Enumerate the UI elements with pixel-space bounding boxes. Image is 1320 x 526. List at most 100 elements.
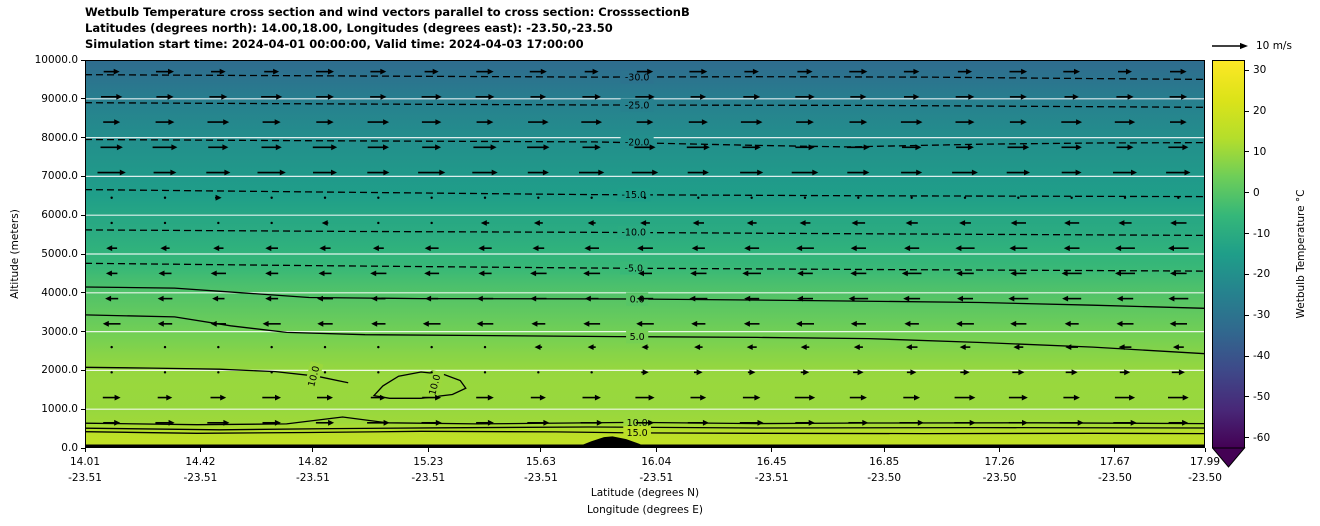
colorbar-tick-mark [1245, 110, 1249, 112]
colorbar-tick-label: -10 [1253, 227, 1271, 240]
x-tick-lon: -23.51 [754, 472, 789, 484]
svg-text:-5.0: -5.0 [625, 263, 644, 274]
x-tick-lat: 14.82 [297, 456, 328, 468]
x-tick-label: 16.85 -23.50 [852, 454, 916, 486]
x-tick-lon: -23.50 [867, 472, 902, 484]
svg-text:0.0: 0.0 [630, 294, 645, 305]
x-tick-label: 17.67 -23.50 [1083, 454, 1147, 486]
x-tick-lon: -23.51 [523, 472, 558, 484]
colorbar-tick-label: -60 [1253, 431, 1271, 444]
x-tick-mark [655, 448, 657, 452]
title-line-1: Wetbulb Temperature cross section and wi… [85, 5, 690, 19]
colorbar-tick-label: 0 [1253, 186, 1260, 199]
x-tick-lat: 17.26 [984, 456, 1015, 468]
quiver-key: 10 m/s [1211, 40, 1292, 52]
colorbar-label: Wetbulb Temperature °C [1295, 189, 1307, 319]
y-tick-label: 0.0 [61, 442, 78, 454]
colorbar-tick-label: -30 [1253, 309, 1271, 322]
svg-text:-25.0: -25.0 [625, 100, 650, 111]
svg-text:-10.0: -10.0 [622, 228, 647, 239]
y-tick-mark [81, 369, 85, 371]
x-tick-label: 14.01 -23.51 [53, 454, 117, 486]
colorbar-tick-mark [1245, 273, 1249, 275]
y-tick-label: 4000.0 [41, 286, 78, 299]
x-tick-mark [999, 448, 1001, 452]
x-tick-lat: 17.67 [1099, 456, 1130, 468]
svg-text:5.0: 5.0 [630, 332, 645, 343]
y-tick-label: 7000.0 [41, 170, 78, 183]
y-tick-mark [81, 447, 85, 449]
x-tick-lon: -23.50 [982, 472, 1017, 484]
x-tick-lon: -23.50 [1188, 472, 1222, 484]
cross-section-plot: -30.0 -25.0 -20.0 -15.0 -10.0 -5.0 0.0 5.0 10.0 1… [85, 60, 1205, 448]
y-tick-label: 9000.0 [41, 92, 78, 105]
colorbar-tick-mark [1245, 233, 1249, 235]
colorbar [1212, 60, 1246, 468]
x-tick-lon: -23.51 [183, 472, 218, 484]
x-axis-label-latitude: Latitude (degrees N) [590, 487, 700, 499]
x-tick-label: 15.63 -23.51 [509, 454, 573, 486]
colorbar-tick-label: 30 [1253, 64, 1267, 77]
x-tick-label: 14.42 -23.51 [168, 454, 232, 486]
colorbar-tick-label: -50 [1253, 390, 1271, 403]
svg-text:10.0: 10.0 [427, 373, 443, 396]
x-tick-lat: 16.85 [869, 456, 900, 468]
x-tick-mark [427, 448, 429, 452]
colorbar-tick-mark [1245, 355, 1249, 357]
colorbar-tick-label: 20 [1253, 105, 1267, 118]
x-tick-mark [199, 448, 201, 452]
x-tick-lon: -23.51 [411, 472, 446, 484]
colorbar-tick-mark [1245, 151, 1249, 153]
x-axis-label-longitude: Longitude (degrees E) [587, 504, 703, 516]
y-tick-mark [81, 98, 85, 100]
y-tick-label: 10000.0 [34, 54, 78, 66]
x-tick-lat: 16.45 [756, 456, 787, 468]
x-tick-mark [771, 448, 773, 452]
x-tick-mark [1114, 448, 1116, 452]
x-tick-lon: -23.50 [1098, 472, 1132, 484]
colorbar-tick-label: 10 [1253, 145, 1267, 158]
y-tick-mark [81, 408, 85, 410]
x-tick-lat: 14.42 [185, 456, 216, 468]
y-tick-label: 5000.0 [41, 248, 78, 260]
colorbar-tick-mark [1245, 396, 1249, 398]
x-tick-label: 16.04 -23.51 [624, 454, 688, 486]
quiver-key-arrow-icon [1212, 42, 1248, 50]
y-tick-mark [81, 214, 85, 216]
y-tick-mark [81, 253, 85, 255]
colorbar-tick-label: -20 [1253, 268, 1271, 281]
y-tick-label: 3000.0 [41, 325, 78, 338]
y-tick-label: 6000.0 [41, 209, 78, 222]
y-tick-mark [81, 331, 85, 333]
svg-text:15.0: 15.0 [627, 428, 648, 439]
y-tick-mark [81, 292, 85, 294]
x-tick-mark [312, 448, 314, 452]
x-tick-label: 17.99 -23.50 [1173, 454, 1237, 486]
y-tick-label: 8000.0 [41, 131, 78, 144]
x-tick-label: 14.82 -23.51 [281, 454, 345, 486]
svg-text:-30.0: -30.0 [625, 72, 650, 83]
x-tick-mark [1204, 448, 1206, 452]
y-tick-mark [81, 59, 85, 61]
svg-text:-15.0: -15.0 [622, 190, 647, 201]
chart-title: Wetbulb Temperature cross section and wi… [85, 4, 690, 52]
svg-text:-20.0: -20.0 [625, 137, 650, 148]
colorbar-tick-mark [1245, 314, 1249, 316]
colorbar-tick-mark [1245, 69, 1249, 71]
x-tick-mark [883, 448, 885, 452]
svg-text:10.0: 10.0 [306, 365, 322, 388]
x-tick-lat: 14.01 [69, 456, 101, 468]
x-tick-label: 15.23 -23.51 [396, 454, 460, 486]
x-tick-lat: 15.63 [525, 456, 556, 468]
x-tick-mark [540, 448, 542, 452]
y-tick-mark [81, 175, 85, 177]
colorbar-tick-mark [1245, 192, 1249, 194]
x-tick-lon: -23.51 [639, 472, 674, 484]
quiver-key-label: 10 m/s [1256, 40, 1292, 52]
colorbar-tick-label: -40 [1253, 350, 1271, 363]
x-tick-lat: 16.04 [641, 456, 672, 468]
title-line-2: Latitudes (degrees north): 14.00,18.00, … [85, 21, 613, 35]
x-tick-lon: -23.51 [68, 472, 102, 484]
x-tick-lon: -23.51 [296, 472, 330, 484]
x-tick-mark [84, 448, 86, 452]
